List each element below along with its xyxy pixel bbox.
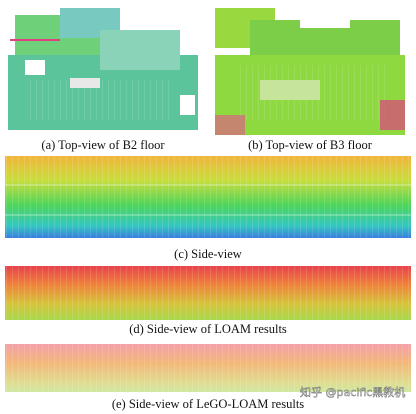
side-view — [5, 156, 411, 238]
caption: (c) Side-view — [174, 247, 242, 261]
b2-top-view — [8, 8, 198, 130]
loam-side-view — [5, 266, 411, 320]
b3-top-view — [215, 8, 405, 135]
caption: (b) Top-view of B3 floor — [248, 138, 373, 152]
lego-loam-side-view — [5, 344, 411, 392]
watermark: 知乎 @pacific黑教机 — [300, 385, 405, 399]
caption: (e) Side-view of LeGO-LOAM results — [112, 397, 304, 411]
caption: (a) Top-view of B2 floor — [41, 138, 165, 152]
caption: (d) Side-view of LOAM results — [129, 322, 287, 336]
